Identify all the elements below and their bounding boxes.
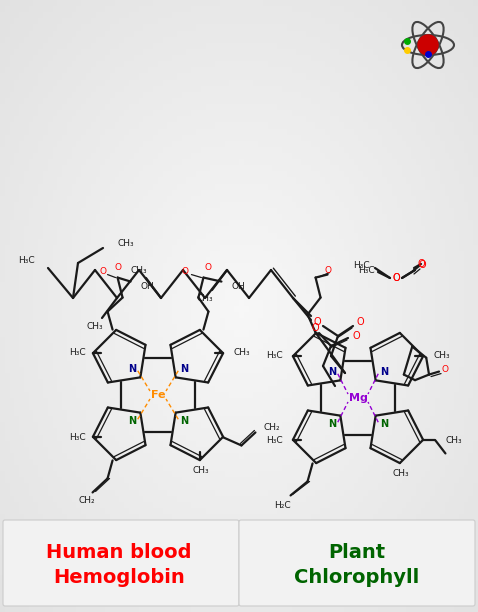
Text: O: O (324, 266, 331, 275)
Text: H₃C: H₃C (69, 348, 86, 357)
Text: CH₃: CH₃ (192, 466, 209, 475)
FancyBboxPatch shape (239, 520, 475, 606)
Text: O: O (99, 267, 106, 276)
Text: O: O (205, 263, 212, 272)
Text: H₃C: H₃C (353, 261, 370, 269)
Text: H₃C: H₃C (18, 255, 35, 264)
Text: H₃C: H₃C (358, 266, 375, 275)
Text: CH₂: CH₂ (78, 496, 95, 505)
Text: CH₃: CH₃ (118, 239, 135, 247)
Text: CH₃: CH₃ (196, 294, 213, 302)
Text: OH: OH (231, 282, 245, 291)
Text: N: N (328, 367, 336, 377)
Text: O: O (352, 331, 360, 341)
Text: N: N (128, 416, 136, 426)
Text: CH₃: CH₃ (233, 348, 250, 357)
Text: OH: OH (141, 282, 154, 291)
Circle shape (418, 35, 438, 55)
Text: N: N (380, 419, 388, 429)
Text: H₃C: H₃C (266, 436, 282, 445)
FancyBboxPatch shape (3, 520, 239, 606)
Text: O: O (392, 273, 400, 283)
Text: O: O (311, 323, 319, 333)
Text: Fe: Fe (151, 390, 165, 400)
Text: CH₂: CH₂ (263, 423, 280, 432)
Text: N: N (180, 416, 188, 426)
Text: CH₃: CH₃ (130, 266, 147, 275)
Text: O: O (356, 317, 364, 327)
Text: Mg: Mg (348, 393, 368, 403)
Text: O: O (313, 317, 321, 327)
Text: H₃C: H₃C (266, 351, 282, 360)
Text: O: O (417, 259, 425, 269)
Text: H₂C: H₂C (274, 501, 291, 510)
Text: O: O (182, 267, 189, 276)
Text: N: N (180, 364, 188, 374)
Text: CH₃: CH₃ (434, 351, 450, 360)
Text: H₃C: H₃C (69, 433, 86, 442)
Text: CH₃: CH₃ (87, 321, 103, 330)
Text: N: N (328, 419, 336, 429)
Text: O: O (442, 365, 448, 374)
Text: CH₃: CH₃ (445, 436, 462, 445)
Text: N: N (128, 364, 136, 374)
Text: Human blood
Hemoglobin: Human blood Hemoglobin (46, 543, 192, 587)
Text: N: N (380, 367, 388, 377)
Text: O: O (418, 260, 426, 270)
Text: Plant
Chlorophyll: Plant Chlorophyll (294, 543, 420, 587)
Text: O: O (392, 273, 400, 283)
Text: CH₃: CH₃ (392, 469, 409, 478)
Text: O: O (114, 263, 121, 272)
